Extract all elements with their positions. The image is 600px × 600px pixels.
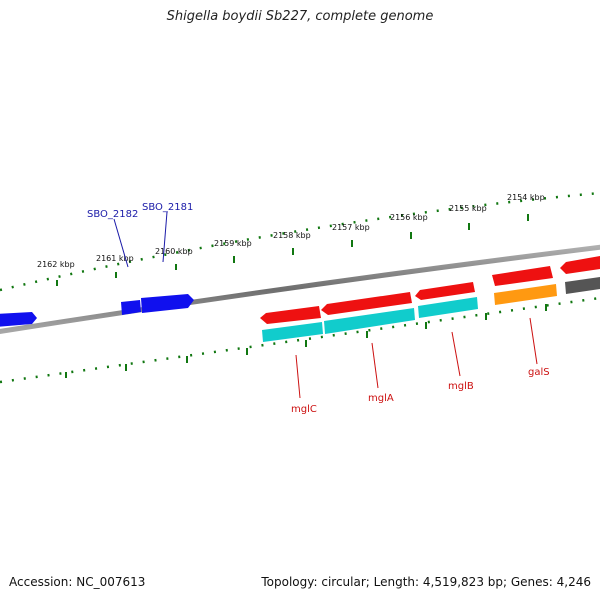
label-SBO_2181: SBO_2181	[142, 202, 193, 213]
kbp-label-2156: 2156 kbp	[390, 213, 428, 222]
gene-SBO_2182[interactable]	[121, 300, 141, 315]
gene-red-5[interactable]	[560, 256, 600, 274]
label-mglB: mglB	[448, 381, 474, 392]
label-SBO_2182: SBO_2182	[87, 209, 138, 220]
lower-tick-track	[0, 296, 600, 384]
leader-galS	[529, 317, 538, 365]
gene-mglC[interactable]	[262, 322, 323, 342]
kbp-label-2162: 2162 kbp	[37, 260, 75, 269]
leader-SBO_2181	[162, 211, 168, 263]
accession-label: Accession: NC_007613	[9, 575, 146, 589]
kbp-label-2157: 2157 kbp	[332, 223, 370, 232]
gene-mglB[interactable]	[418, 297, 478, 318]
kbp-label-2154: 2154 kbp	[507, 193, 545, 202]
kbp-label-2160: 2160 kbp	[155, 247, 193, 256]
label-mglA: mglA	[368, 393, 394, 404]
leader-SBO_2182	[113, 218, 129, 268]
gene-red-4[interactable]	[492, 266, 553, 286]
label-mglC: mglC	[291, 404, 317, 415]
page-title: Shigella boydii Sb227, complete genome	[166, 9, 434, 24]
major-ticks-upper	[56, 214, 529, 286]
gene-blue-left-edge[interactable]	[0, 312, 37, 327]
leader-mglC	[295, 354, 301, 399]
leader-mglB	[451, 331, 461, 377]
gene-SBO_2181[interactable]	[141, 294, 194, 313]
label-galS: galS	[528, 367, 550, 378]
gene-galS[interactable]	[494, 284, 557, 305]
genome-stats-label: Topology: circular; Length: 4,519,823 bp…	[261, 575, 591, 589]
major-ticks-lower	[65, 304, 547, 378]
kbp-label-2155: 2155 kbp	[449, 204, 487, 213]
leader-mglA	[371, 342, 379, 389]
kbp-label-2158: 2158 kbp	[273, 231, 311, 240]
kbp-label-2159: 2159 kbp	[214, 239, 252, 248]
gene-red-3[interactable]	[415, 282, 475, 300]
gene-red-2[interactable]	[321, 292, 412, 315]
gene-red-1[interactable]	[260, 306, 321, 324]
gene-gray[interactable]	[565, 277, 600, 294]
dna-backbone	[0, 244, 600, 334]
kbp-label-2161: 2161 kbp	[96, 254, 134, 263]
gene-mglA[interactable]	[324, 308, 415, 334]
